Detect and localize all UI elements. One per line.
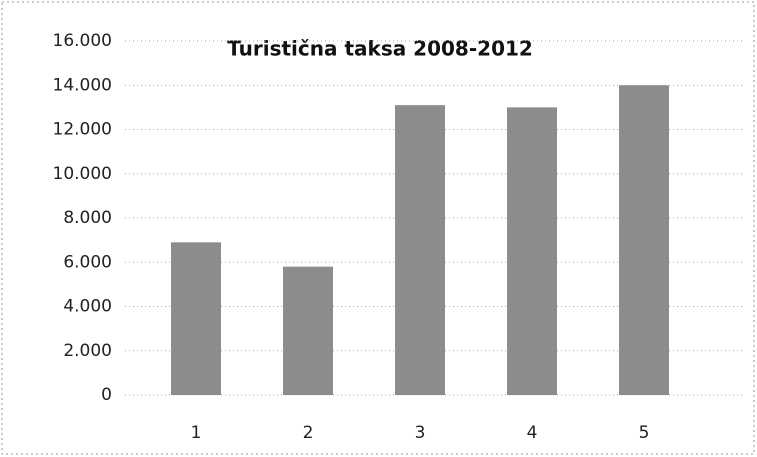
y-tick-label: 8.000	[63, 208, 112, 228]
chart-title: Turistična taksa 2008-2012	[227, 37, 533, 61]
bar	[619, 85, 669, 395]
bar	[171, 242, 221, 395]
bar	[395, 105, 445, 395]
x-tick-label: 2	[303, 423, 314, 443]
y-tick-label: 2.000	[63, 341, 112, 361]
y-tick-label: 14.000	[53, 75, 112, 95]
bar	[507, 107, 557, 395]
y-tick-label: 0	[101, 385, 112, 405]
y-tick-label: 4.000	[63, 297, 112, 317]
x-tick-label: 3	[415, 423, 426, 443]
y-tick-label: 6.000	[63, 252, 112, 272]
x-tick-label: 5	[639, 423, 650, 443]
bar	[283, 266, 333, 395]
y-tick-label: 16.000	[53, 31, 112, 51]
y-tick-label: 12.000	[53, 120, 112, 140]
x-tick-label: 1	[191, 423, 202, 443]
x-tick-label: 4	[527, 423, 538, 443]
y-tick-label: 10.000	[53, 164, 112, 184]
